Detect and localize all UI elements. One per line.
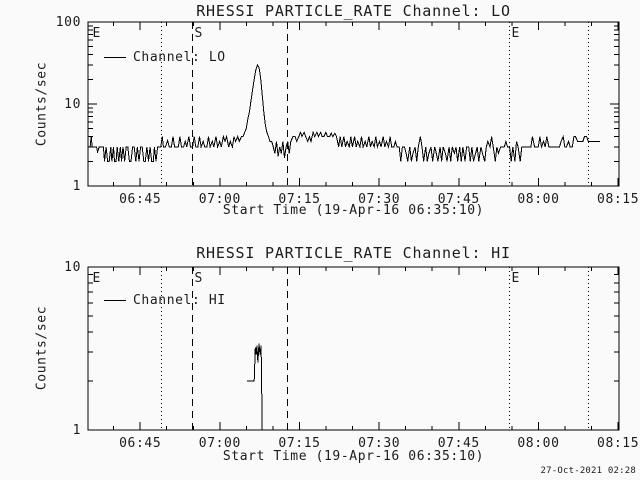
marker-label: E (512, 26, 520, 41)
marker-label: E (512, 271, 520, 286)
series-line-lo (88, 63, 600, 162)
y-tick-label: 1 (73, 179, 81, 194)
marker-label: S (195, 271, 203, 286)
x-tick-label: 07:45 (438, 192, 480, 207)
marker-label: E (93, 271, 101, 286)
plot-frame (87, 266, 620, 431)
x-tick-label: 07:30 (358, 192, 400, 207)
plot2-legend: Channel: HI (104, 293, 226, 308)
plot1-legend-label: Channel: LO (133, 50, 226, 65)
x-tick-label: 07:00 (199, 436, 241, 451)
plot2-xaxis-label: Start Time (19-Apr-16 06:35:10) (222, 449, 485, 464)
x-tick-label: 07:00 (199, 192, 241, 207)
x-tick-label: 07:45 (438, 436, 480, 451)
plot-frame (87, 21, 620, 187)
legend-line-sample-icon (104, 300, 126, 301)
plot2-title: RHESSI PARTICLE_RATE Channel: HI (196, 244, 511, 262)
x-tick-label: 07:15 (278, 192, 320, 207)
y-tick-label: 10 (64, 97, 81, 112)
x-tick-label: 07:15 (278, 436, 320, 451)
marker-label: S (195, 26, 203, 41)
plot2-legend-label: Channel: HI (133, 293, 226, 308)
x-tick-label: 08:15 (597, 192, 639, 207)
plot1-yaxis-label: Counts/sec (34, 61, 50, 147)
y-tick-label: 100 (56, 15, 81, 30)
series-line-hi (246, 343, 265, 431)
x-tick-label: 07:30 (358, 436, 400, 451)
plot1-legend: Channel: LO (104, 50, 226, 65)
y-tick-label: 1 (73, 423, 81, 438)
plot1-title: RHESSI PARTICLE_RATE Channel: LO (196, 2, 511, 20)
y-tick-label: 10 (64, 260, 81, 275)
marker-label: E (93, 26, 101, 41)
x-tick-label: 06:45 (119, 192, 161, 207)
generation-timestamp: 27-Oct-2021 02:28 (540, 466, 636, 476)
x-tick-label: 08:00 (517, 436, 559, 451)
x-tick-label: 06:45 (119, 436, 161, 451)
legend-line-sample-icon (104, 57, 126, 58)
plot1-xaxis-label: Start Time (19-Apr-16 06:35:10) (222, 203, 485, 218)
plot2-yaxis-label: Counts/sec (34, 305, 50, 391)
x-tick-label: 08:15 (597, 436, 639, 451)
x-tick-label: 08:00 (517, 192, 559, 207)
